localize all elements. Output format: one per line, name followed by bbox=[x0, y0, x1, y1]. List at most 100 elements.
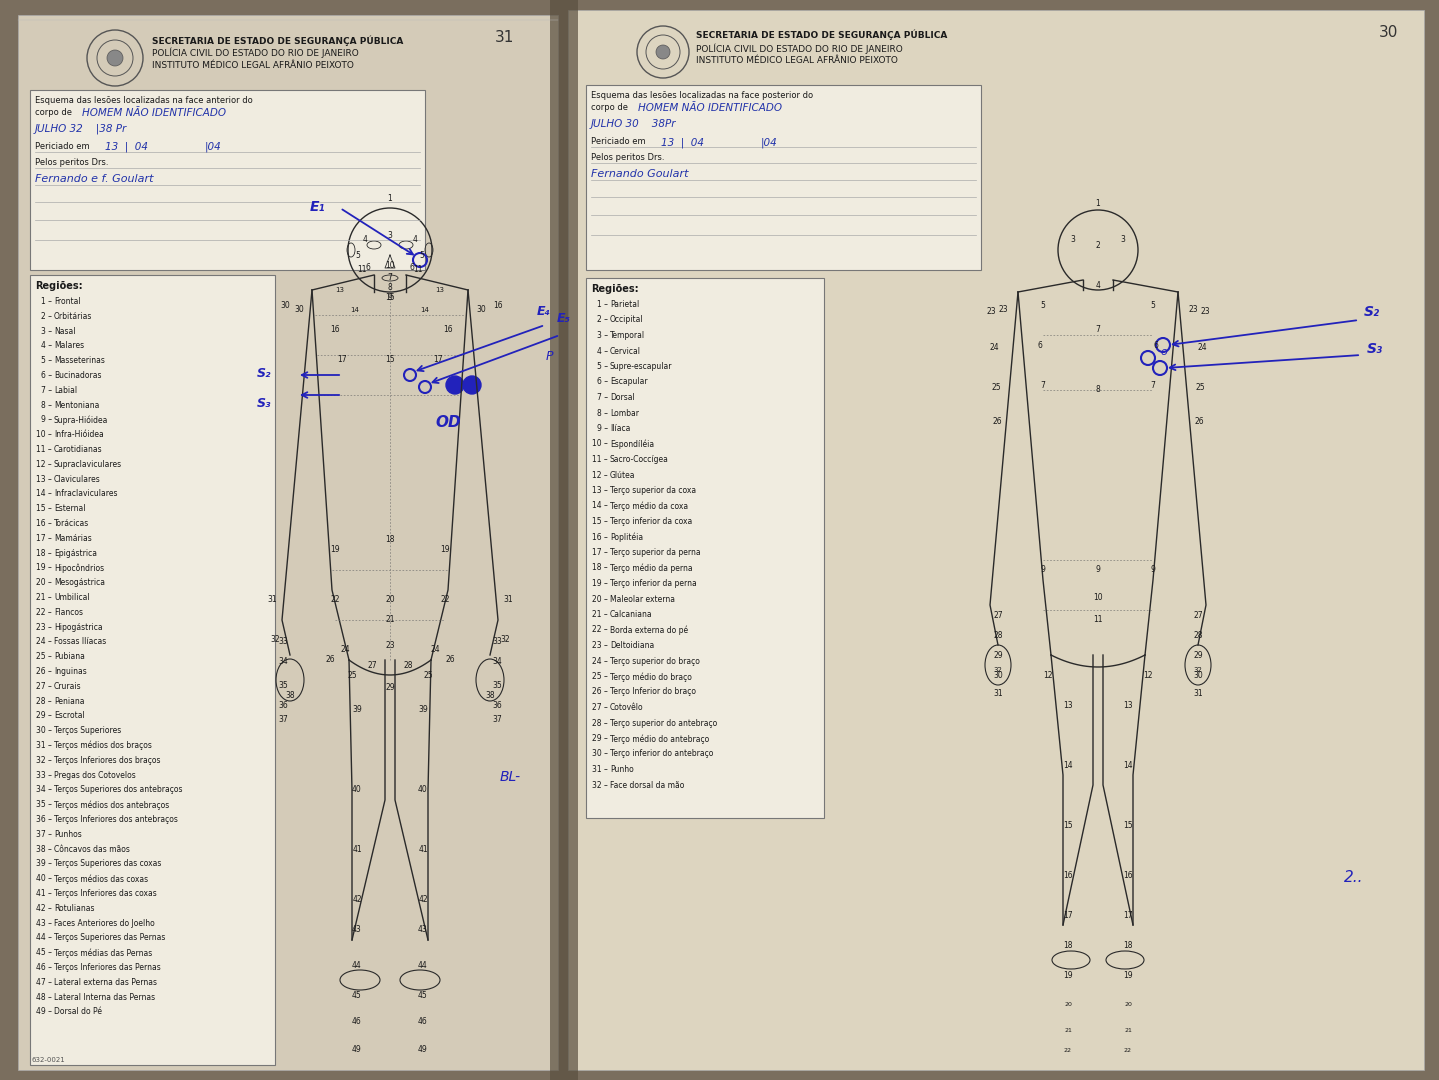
Text: 31: 31 bbox=[268, 595, 276, 605]
Text: 16 –: 16 – bbox=[36, 519, 52, 528]
Text: 16 –: 16 – bbox=[591, 532, 609, 541]
Text: 14 –: 14 – bbox=[591, 501, 609, 511]
Text: 48 –: 48 – bbox=[36, 993, 52, 1001]
Text: 15 –: 15 – bbox=[36, 504, 52, 513]
Text: 29 –: 29 – bbox=[36, 712, 52, 720]
Text: Terços Inferiores das coxas: Terços Inferiores das coxas bbox=[55, 889, 157, 897]
Text: JULHO 32    |38 Pr: JULHO 32 |38 Pr bbox=[35, 124, 127, 135]
Text: Periciado em: Periciado em bbox=[591, 137, 646, 146]
Text: 24: 24 bbox=[430, 646, 440, 654]
Text: 6: 6 bbox=[1038, 340, 1042, 350]
Text: 25: 25 bbox=[423, 671, 433, 679]
Text: 37: 37 bbox=[492, 715, 502, 725]
Text: Umbilical: Umbilical bbox=[55, 593, 89, 602]
Text: Terço médio da coxa: Terço médio da coxa bbox=[610, 501, 688, 511]
Text: Pregas dos Cotovelos: Pregas dos Cotovelos bbox=[55, 771, 135, 780]
Text: Punho: Punho bbox=[610, 765, 633, 774]
Text: Escapular: Escapular bbox=[610, 378, 648, 387]
Text: 9 –: 9 – bbox=[597, 424, 609, 433]
Text: 12 –: 12 – bbox=[36, 460, 52, 469]
Text: Face dorsal da mão: Face dorsal da mão bbox=[610, 781, 685, 789]
FancyBboxPatch shape bbox=[30, 275, 275, 1065]
Text: 20: 20 bbox=[1124, 1002, 1132, 1008]
Text: Terço médio do braço: Terço médio do braço bbox=[610, 672, 692, 681]
Text: 9 –: 9 – bbox=[40, 416, 52, 424]
Text: 27 –: 27 – bbox=[591, 703, 609, 712]
Text: 16: 16 bbox=[443, 325, 453, 335]
Text: 23 –: 23 – bbox=[36, 622, 52, 632]
Text: 30: 30 bbox=[993, 671, 1003, 679]
Text: 6 –: 6 – bbox=[40, 372, 52, 380]
Text: 40: 40 bbox=[419, 785, 427, 795]
Text: 40 –: 40 – bbox=[36, 874, 52, 883]
Text: 26: 26 bbox=[1194, 418, 1204, 427]
Text: 9: 9 bbox=[1151, 566, 1156, 575]
Text: 18 –: 18 – bbox=[36, 549, 52, 557]
Text: Rotulianas: Rotulianas bbox=[55, 904, 95, 913]
Text: Torácicas: Torácicas bbox=[55, 519, 89, 528]
Text: 35: 35 bbox=[492, 680, 502, 689]
Text: Esquema das lesões localizadas na face anterior do: Esquema das lesões localizadas na face a… bbox=[35, 96, 253, 105]
Text: Crurais: Crurais bbox=[55, 681, 82, 691]
Text: 2 –: 2 – bbox=[40, 312, 52, 321]
Text: 1: 1 bbox=[1095, 199, 1101, 208]
Text: Temporal: Temporal bbox=[610, 330, 645, 340]
Text: 13  |  04: 13 | 04 bbox=[105, 141, 148, 152]
Text: Pelos peritos Drs.: Pelos peritos Drs. bbox=[35, 158, 108, 167]
Text: Terços médios dos braços: Terços médios dos braços bbox=[55, 741, 153, 751]
Text: 31 –: 31 – bbox=[36, 741, 52, 750]
Text: Epigástrica: Epigástrica bbox=[55, 549, 96, 557]
Text: 6: 6 bbox=[1154, 340, 1158, 350]
Text: S₂: S₂ bbox=[258, 367, 272, 380]
Text: 38 –: 38 – bbox=[36, 845, 52, 853]
Text: 19: 19 bbox=[330, 545, 340, 554]
Text: 30 –: 30 – bbox=[591, 750, 609, 758]
Text: 22: 22 bbox=[330, 595, 340, 605]
Text: Infraclaviculares: Infraclaviculares bbox=[55, 489, 118, 498]
Text: 7: 7 bbox=[1151, 380, 1156, 390]
Text: 8: 8 bbox=[387, 283, 393, 293]
Text: 45: 45 bbox=[353, 990, 361, 999]
Text: Nasal: Nasal bbox=[55, 326, 75, 336]
Text: 4 –: 4 – bbox=[597, 347, 609, 355]
Text: 13 –: 13 – bbox=[36, 474, 52, 484]
Text: 21: 21 bbox=[386, 616, 394, 624]
Text: 632-0021: 632-0021 bbox=[32, 1057, 66, 1063]
Text: S₃: S₃ bbox=[258, 397, 272, 410]
Text: 10: 10 bbox=[1094, 594, 1102, 603]
Text: S₂: S₂ bbox=[1364, 305, 1380, 319]
Text: 9: 9 bbox=[1095, 566, 1101, 575]
Text: S₃: S₃ bbox=[1367, 342, 1383, 356]
Text: 23 –: 23 – bbox=[591, 642, 609, 650]
Text: 23: 23 bbox=[986, 308, 996, 316]
Text: 29: 29 bbox=[993, 650, 1003, 660]
Text: 18: 18 bbox=[1124, 941, 1132, 949]
Text: 49: 49 bbox=[353, 1045, 361, 1054]
Text: 29: 29 bbox=[386, 684, 394, 692]
Text: Terços Superiores das coxas: Terços Superiores das coxas bbox=[55, 860, 161, 868]
Text: 42: 42 bbox=[419, 895, 427, 905]
Text: 41 –: 41 – bbox=[36, 889, 52, 897]
Text: 30: 30 bbox=[476, 306, 486, 314]
Text: 23: 23 bbox=[999, 306, 1007, 314]
Text: 16: 16 bbox=[1124, 870, 1132, 879]
Text: 28: 28 bbox=[1193, 631, 1203, 639]
Text: 30: 30 bbox=[281, 300, 289, 310]
Text: 19: 19 bbox=[1124, 971, 1132, 980]
Text: 9: 9 bbox=[387, 293, 393, 301]
Text: 27: 27 bbox=[993, 610, 1003, 620]
Text: 24 –: 24 – bbox=[591, 657, 609, 665]
Text: |04: |04 bbox=[761, 137, 777, 148]
Text: 37 –: 37 – bbox=[36, 829, 52, 839]
Text: 10 –: 10 – bbox=[36, 430, 52, 440]
Text: Hipocôndrios: Hipocôndrios bbox=[55, 564, 104, 572]
Text: 15: 15 bbox=[386, 355, 394, 365]
Text: 14 –: 14 – bbox=[36, 489, 52, 498]
Text: 43: 43 bbox=[419, 926, 427, 934]
Text: 30: 30 bbox=[294, 306, 304, 314]
Text: 14: 14 bbox=[1063, 760, 1073, 769]
Text: Faces Anteriores do Joelho: Faces Anteriores do Joelho bbox=[55, 919, 155, 928]
Text: 44 –: 44 – bbox=[36, 933, 52, 943]
Text: 33 –: 33 – bbox=[36, 771, 52, 780]
Text: 19: 19 bbox=[440, 545, 450, 554]
